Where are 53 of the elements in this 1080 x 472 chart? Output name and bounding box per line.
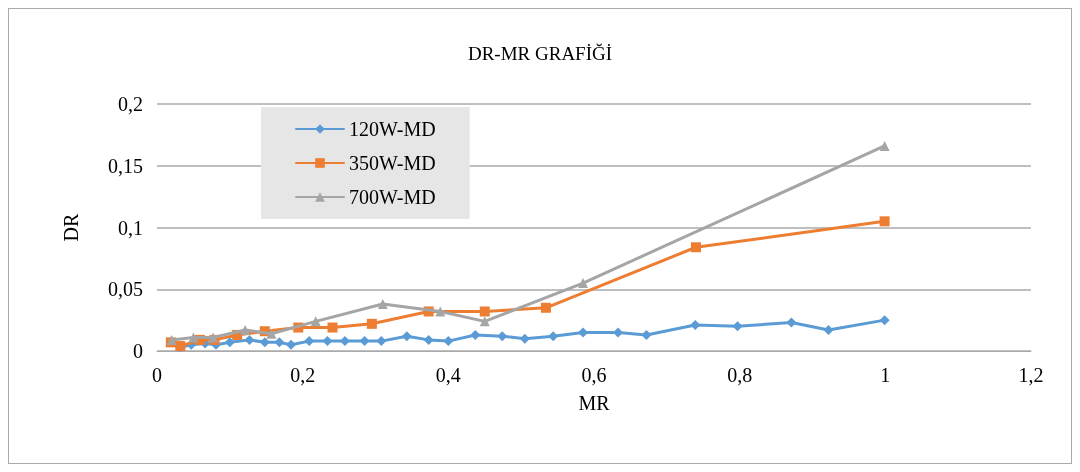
- point: [690, 242, 701, 253]
- point: [401, 331, 412, 342]
- point: [540, 302, 551, 313]
- point: [786, 317, 797, 328]
- point: [641, 329, 652, 340]
- x-tick-label: 1: [880, 364, 891, 386]
- point: [240, 325, 251, 336]
- y-tick-label: 0: [133, 340, 143, 362]
- chart-title: DR-MR GRAFİĞİ: [467, 43, 613, 64]
- point: [274, 337, 285, 348]
- point: [578, 278, 589, 289]
- x-axis-title: MR: [578, 392, 611, 414]
- x-tick-label: 1,2: [1018, 364, 1044, 386]
- point: [377, 299, 388, 310]
- point: [479, 316, 490, 327]
- point: [497, 331, 508, 342]
- point: [366, 318, 377, 329]
- point: [286, 339, 297, 350]
- y-tick-label: 0,05: [108, 278, 143, 301]
- x-tick-label: 0,4: [435, 364, 461, 386]
- y-tick-label: 0,2: [118, 93, 143, 115]
- point: [259, 337, 270, 348]
- point: [732, 321, 743, 332]
- y-axis-title: DR: [60, 212, 82, 242]
- point: [613, 327, 624, 338]
- point: [224, 337, 235, 348]
- y-tick-label: 0,1: [118, 216, 143, 239]
- x-tick-label: 0: [152, 364, 162, 386]
- legend-label: 700W-MD: [349, 186, 436, 208]
- point: [879, 140, 890, 151]
- point: [244, 334, 255, 345]
- point: [435, 306, 446, 317]
- point: [423, 334, 434, 345]
- legend-label: 120W-MD: [349, 118, 436, 140]
- point: [548, 331, 559, 342]
- point: [266, 328, 277, 339]
- point: [479, 306, 490, 317]
- point: [310, 316, 321, 327]
- point: [188, 332, 199, 343]
- x-tick-label: 0,2: [290, 364, 316, 386]
- legend-label: 350W-MD: [349, 152, 436, 174]
- point: [322, 336, 333, 347]
- point: [879, 315, 890, 326]
- y-tick-label: 0,15: [108, 154, 143, 177]
- point: [823, 325, 834, 336]
- point: [359, 336, 370, 347]
- point: [519, 333, 530, 344]
- x-tick-label: 0,6: [581, 364, 607, 386]
- point: [879, 216, 890, 227]
- point: [376, 336, 387, 347]
- point: [443, 336, 454, 347]
- x-tick-label: 0,8: [727, 364, 753, 386]
- point: [327, 322, 338, 333]
